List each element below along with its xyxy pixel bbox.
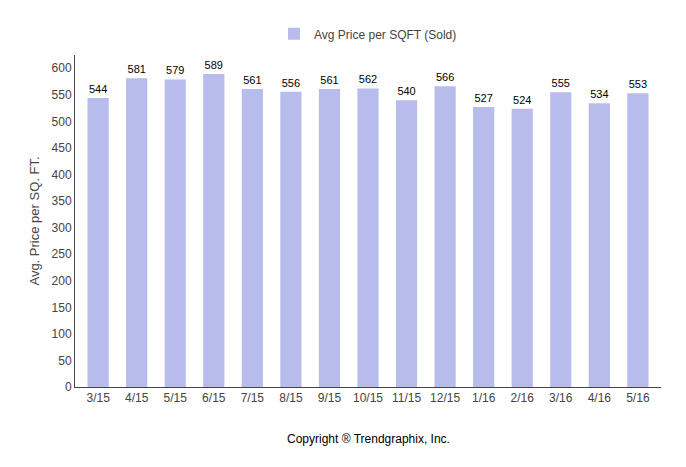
svg-text:5/15: 5/15 xyxy=(164,391,188,405)
svg-text:553: 553 xyxy=(629,78,647,90)
svg-text:10/15: 10/15 xyxy=(353,391,383,405)
svg-text:4/16: 4/16 xyxy=(588,391,612,405)
svg-text:500: 500 xyxy=(52,115,72,129)
svg-text:12/15: 12/15 xyxy=(430,391,460,405)
svg-text:7/15: 7/15 xyxy=(241,391,265,405)
svg-text:0: 0 xyxy=(65,380,72,394)
svg-text:555: 555 xyxy=(552,77,570,89)
svg-text:100: 100 xyxy=(52,327,72,341)
svg-text:200: 200 xyxy=(52,274,72,288)
svg-text:600: 600 xyxy=(52,61,72,75)
svg-text:2/16: 2/16 xyxy=(511,391,535,405)
svg-text:250: 250 xyxy=(52,247,72,261)
svg-text:524: 524 xyxy=(513,94,531,106)
svg-text:1/16: 1/16 xyxy=(472,391,496,405)
svg-text:561: 561 xyxy=(243,74,261,86)
svg-text:450: 450 xyxy=(52,141,72,155)
svg-text:561: 561 xyxy=(320,74,338,86)
svg-text:566: 566 xyxy=(436,71,454,83)
svg-text:400: 400 xyxy=(52,168,72,182)
svg-text:6/15: 6/15 xyxy=(202,391,226,405)
svg-text:350: 350 xyxy=(52,194,72,208)
svg-text:300: 300 xyxy=(52,221,72,235)
svg-text:5/16: 5/16 xyxy=(626,391,650,405)
svg-text:3/15: 3/15 xyxy=(86,391,110,405)
svg-text:562: 562 xyxy=(359,73,377,85)
svg-text:534: 534 xyxy=(590,88,608,100)
svg-text:579: 579 xyxy=(166,64,184,76)
svg-text:4/15: 4/15 xyxy=(125,391,149,405)
svg-text:8/15: 8/15 xyxy=(279,391,303,405)
svg-text:556: 556 xyxy=(282,77,300,89)
svg-text:Avg Price per SQFT (Sold): Avg Price per SQFT (Sold) xyxy=(314,28,456,42)
svg-text:3/16: 3/16 xyxy=(549,391,573,405)
svg-text:9/15: 9/15 xyxy=(318,391,342,405)
svg-text:540: 540 xyxy=(397,85,415,97)
svg-text:581: 581 xyxy=(128,63,146,75)
svg-text:544: 544 xyxy=(89,83,107,95)
svg-text:Avg. Price per SQ. FT.: Avg. Price per SQ. FT. xyxy=(27,156,42,285)
svg-text:589: 589 xyxy=(205,59,223,71)
svg-text:Copyright ® Trendgraphix, Inc.: Copyright ® Trendgraphix, Inc. xyxy=(287,432,450,446)
svg-text:150: 150 xyxy=(52,301,72,315)
svg-text:550: 550 xyxy=(52,88,72,102)
svg-text:50: 50 xyxy=(58,354,72,368)
svg-text:11/15: 11/15 xyxy=(392,391,421,405)
svg-text:527: 527 xyxy=(474,92,492,104)
